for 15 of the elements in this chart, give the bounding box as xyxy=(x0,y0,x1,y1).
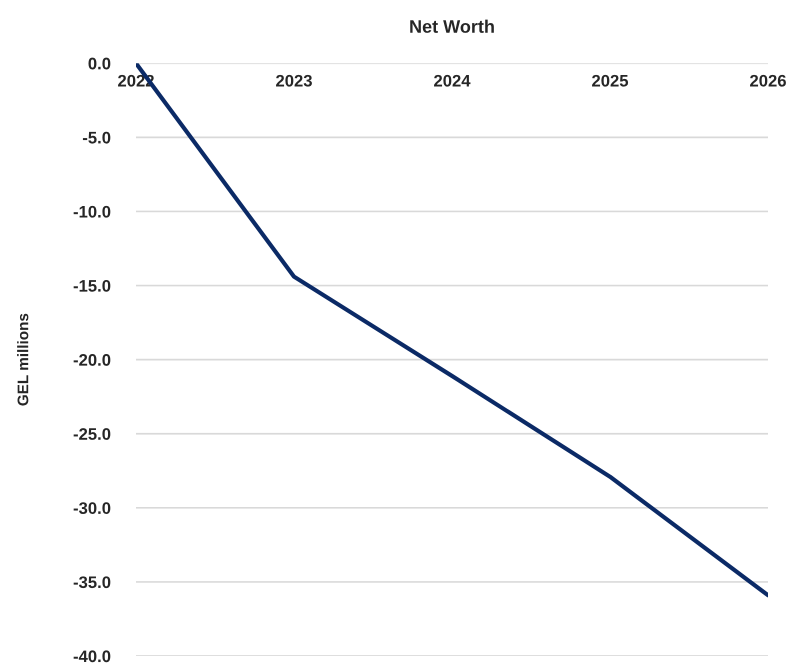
y-axis-title: GEL millions xyxy=(17,314,28,406)
y-tick-label: -15.0 xyxy=(74,280,110,292)
y-tick-label: -25.0 xyxy=(74,428,110,440)
y-tick-label: 0.0 xyxy=(88,58,110,70)
x-tick-label: 2023 xyxy=(276,74,312,87)
y-tick-label: -40.0 xyxy=(74,650,110,662)
x-tick-label: 2025 xyxy=(592,74,628,87)
y-tick-label: -5.0 xyxy=(82,132,110,144)
y-tick-label: -35.0 xyxy=(74,576,110,588)
x-tick-label: 2024 xyxy=(434,74,470,87)
y-tick-label: -30.0 xyxy=(74,502,110,514)
y-tick-label: -20.0 xyxy=(74,354,110,366)
chart-title: Net Worth xyxy=(410,20,494,33)
x-tick-label: 2026 xyxy=(750,74,786,87)
y-tick-label: -10.0 xyxy=(74,206,110,218)
